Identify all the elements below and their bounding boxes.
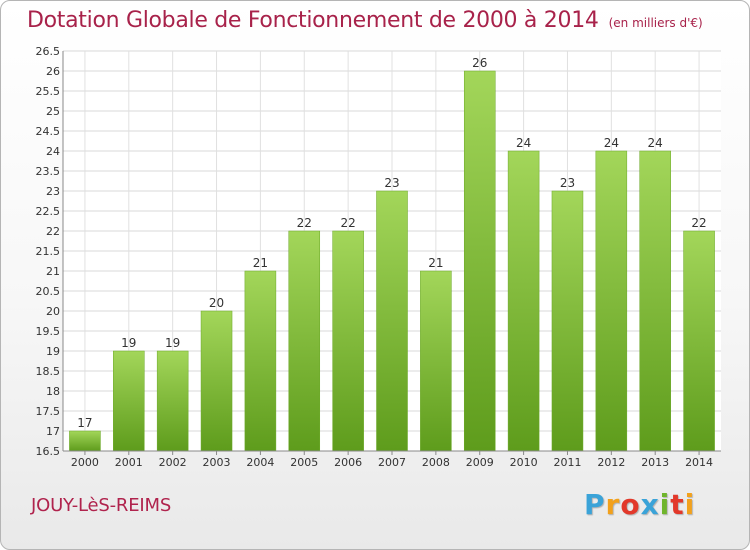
y-tick-label: 17.5 <box>36 405 61 418</box>
logo-letter: P <box>584 488 606 521</box>
value-label: 24 <box>648 136 663 150</box>
x-tick-label: 2011 <box>553 456 581 469</box>
bar-2002 <box>156 350 189 452</box>
x-tick-label: 2003 <box>203 456 231 469</box>
y-tick-label: 24 <box>46 145 60 158</box>
proxiti-logo: Proxiti <box>584 488 695 521</box>
x-tick-label: 2007 <box>378 456 406 469</box>
x-tick-label: 2010 <box>510 456 538 469</box>
y-tick-label: 18.5 <box>36 365 61 378</box>
y-tick-label: 26.5 <box>36 45 61 58</box>
value-label: 23 <box>560 176 575 190</box>
x-tick-label: 2004 <box>246 456 274 469</box>
bar-2011 <box>551 190 584 452</box>
y-tick-label: 20 <box>46 305 60 318</box>
value-label: 24 <box>516 136 531 150</box>
value-label: 20 <box>209 296 224 310</box>
x-tick-label: 2006 <box>334 456 362 469</box>
value-label: 22 <box>340 216 355 230</box>
x-tick-label: 2009 <box>466 456 494 469</box>
x-tick-label: 2013 <box>641 456 669 469</box>
bar-2006 <box>332 230 364 452</box>
bar-2005 <box>288 230 321 452</box>
value-label: 22 <box>691 216 706 230</box>
bar-2012 <box>595 150 628 452</box>
y-tick-label: 18 <box>46 385 60 398</box>
y-tick-label: 20.5 <box>36 285 61 298</box>
x-tick-label: 2008 <box>422 456 450 469</box>
value-label: 21 <box>428 256 443 270</box>
y-tick-label: 23 <box>46 185 60 198</box>
value-label: 23 <box>384 176 399 190</box>
y-tick-label: 22.5 <box>36 205 61 218</box>
y-tick-label: 19 <box>46 345 60 358</box>
bar-2007 <box>376 190 408 452</box>
chart-unit: (en milliers d'€) <box>608 16 703 30</box>
value-label: 17 <box>77 416 92 430</box>
y-tick-label: 22 <box>46 225 60 238</box>
logo-letter: i <box>659 488 671 521</box>
x-tick-label: 2012 <box>597 456 625 469</box>
chart-title: Dotation Globale de Fonctionnement de 20… <box>27 8 599 33</box>
bar-2008 <box>420 270 452 452</box>
bar-2013 <box>639 150 671 452</box>
bar-2003 <box>200 310 233 452</box>
y-tick-label: 17 <box>46 425 60 438</box>
chart-title-line: Dotation Globale de Fonctionnement de 20… <box>27 8 703 33</box>
y-tick-label: 24.5 <box>36 125 61 138</box>
bar-2009 <box>463 70 496 452</box>
logo-letter: r <box>605 488 621 521</box>
x-tick-label: 2000 <box>71 456 99 469</box>
y-tick-label: 25.5 <box>36 85 61 98</box>
city-name: JOUY-LèS-REIMS <box>31 495 172 516</box>
value-label: 19 <box>165 336 180 350</box>
y-tick-label: 23.5 <box>36 165 61 178</box>
y-tick-label: 21 <box>46 265 60 278</box>
x-tick-label: 2005 <box>290 456 318 469</box>
logo-letter: i <box>684 488 696 521</box>
value-label: 22 <box>297 216 312 230</box>
logo-letter: x <box>640 488 660 521</box>
value-label: 21 <box>253 256 268 270</box>
bar-2014 <box>683 230 715 452</box>
y-tick-label: 21.5 <box>36 245 61 258</box>
bar-2000 <box>69 430 101 452</box>
y-tick-label: 16.5 <box>36 445 61 458</box>
x-tick-label: 2001 <box>115 456 143 469</box>
bar-2001 <box>113 350 145 452</box>
y-tick-label: 25 <box>46 105 60 118</box>
x-tick-label: 2002 <box>159 456 187 469</box>
y-tick-label: 19.5 <box>36 325 61 338</box>
bar-2004 <box>244 270 277 452</box>
logo-letter: o <box>620 488 641 521</box>
bar-2010 <box>507 150 540 452</box>
y-tick-label: 26 <box>46 65 60 78</box>
value-label: 26 <box>472 56 487 70</box>
value-label: 24 <box>604 136 619 150</box>
x-tick-label: 2014 <box>685 456 713 469</box>
value-label: 19 <box>121 336 136 350</box>
logo-letter: t <box>670 488 685 521</box>
